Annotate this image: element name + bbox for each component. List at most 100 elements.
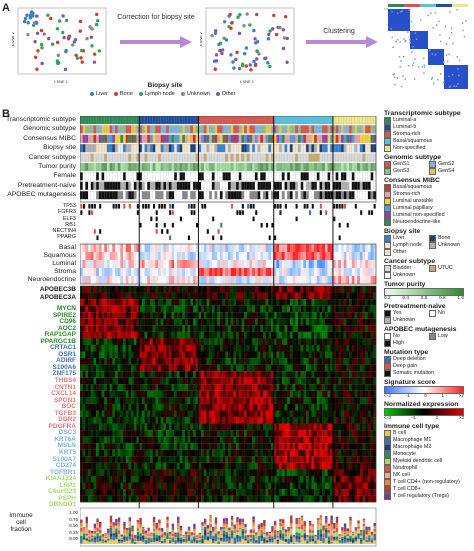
legend-item: Luminal papillary: [384, 205, 474, 212]
tsne-point: [217, 42, 221, 47]
legend-swatch: [384, 272, 391, 279]
correction-label: Correction for biopsy site: [117, 14, 195, 21]
legend-swatch: [384, 212, 391, 219]
legend-item: T cell regulatory (Tregs): [384, 493, 474, 500]
tsne-point: [61, 30, 65, 35]
legend-swatch: [384, 363, 391, 370]
tsne-point: [23, 16, 28, 21]
legend-pretreat: Yes No Unknown: [384, 310, 474, 324]
row-label: ZNF175: [52, 370, 76, 378]
row-label: Cancer subtype: [28, 153, 76, 161]
gene-row-labels: MYCN SPIRE2 CD96 AOC2 RAP1GAP PPARGC1B CRTAC1 O…: [0, 305, 76, 508]
tsne-point: [281, 28, 285, 32]
cluster-bar: [400, 4, 404, 7]
cluster-bar: [388, 4, 392, 7]
tsne-point: [61, 14, 65, 18]
legend-item: GenS2: [429, 161, 474, 168]
tsne-point: [64, 18, 69, 23]
row-label: S100A7: [52, 455, 77, 463]
cluster-bar: [436, 4, 440, 7]
legend-item: Deep deletion: [384, 356, 474, 363]
scale-tick: <-2: [384, 394, 392, 399]
tsne1-x-label: t-SNE 1: [54, 79, 69, 84]
cluster-bar: [396, 4, 400, 7]
scale-tick: 0.8: [438, 296, 446, 301]
legend-dot: [138, 92, 143, 96]
tsne-point: [213, 67, 217, 71]
tsne-point: [79, 48, 84, 53]
legend-transcriptomic: Luminal-a Luminal-b Stroma-rich Basal/squam…: [384, 117, 474, 152]
row-label: CD274: [55, 462, 76, 470]
immune-fraction-label: Immune cell fraction: [9, 512, 33, 533]
scale-tick: 1.0: [457, 296, 464, 301]
legend-item: Monocyte: [384, 451, 474, 458]
tsne-point: [229, 26, 233, 31]
biopsy-legend-title: Biopsy site: [147, 82, 183, 89]
tsne-point: [50, 42, 55, 46]
legend-item: No: [429, 310, 474, 317]
legend-purity-scale: 0.2 0.4 0.6 0.8 1.0: [384, 288, 474, 301]
row-label: APOBEC3B: [39, 286, 76, 293]
tsne-point: [274, 32, 279, 37]
tsne-point: [63, 67, 68, 72]
tsne-point: [40, 46, 44, 50]
legend-dot: [180, 92, 185, 96]
legend-dot: [90, 92, 94, 96]
tsne-point: [282, 36, 287, 40]
color-scale-bar: [384, 408, 464, 416]
legend-swatch: [384, 235, 391, 242]
tsne-point: [230, 21, 234, 25]
legend-title: Consensus MIBC: [384, 177, 440, 184]
tsne-point: [36, 49, 40, 53]
row-label: MSLN: [57, 442, 76, 450]
row-label: DBNDD1: [48, 501, 76, 509]
tsne-point: [80, 60, 84, 64]
cluster-bar: [440, 4, 444, 7]
row-label: CRTAC1: [50, 344, 76, 352]
row-label: RAP1GAP: [44, 331, 76, 339]
row-label: Transcriptomic subtype: [5, 116, 76, 123]
tsne-point: [214, 53, 219, 57]
legend-swatch: [384, 265, 391, 272]
row-label: KRT6A: [54, 435, 76, 443]
row-label: Pretreatment-naïve: [17, 181, 76, 189]
tsne-y-label: t-SNE 2: [200, 31, 203, 46]
cluster-bar: [464, 4, 468, 7]
tsne-point: [93, 52, 97, 56]
legend-swatch: [384, 184, 391, 191]
panel-b-label: B: [2, 108, 10, 120]
cluster-block: [388, 9, 410, 31]
tsne-point: [25, 13, 29, 17]
tsne-point: [26, 32, 30, 37]
legend-mutation: Deep deletion Deep gain Somatic mutation: [384, 356, 474, 377]
tsne-point: [214, 29, 218, 33]
cluster-bar: [460, 4, 464, 7]
legend-signature-scale: <-2 -1 0 1 >2: [384, 386, 474, 399]
tsne-point: [240, 63, 245, 68]
row-label: RB1: [65, 221, 76, 228]
clustering-label: Clustering: [323, 28, 355, 35]
tsne-point: [92, 60, 97, 64]
tsne-point: [64, 48, 68, 53]
legend-title: Mutation type: [384, 349, 429, 356]
legend-swatch: [384, 138, 391, 145]
legend-swatch: [384, 131, 391, 138]
legend-item: Luminal unstable: [384, 198, 474, 205]
tsne-point: [66, 37, 71, 41]
legend-swatch: [429, 265, 436, 272]
legend-biopsy: Liver Bone Lymph node Unknown Other: [384, 235, 474, 256]
legend-title: Normalized expression: [384, 401, 459, 408]
legend-item: GenS3: [384, 168, 429, 175]
row-label: ELF3: [62, 215, 76, 222]
biopsy-legend: Liver Bone Lymph node Unknown Other: [90, 91, 236, 97]
tsne-point: [242, 51, 247, 56]
legend-title: Immune cell type: [384, 423, 440, 430]
legend-swatch: [384, 430, 391, 437]
legend-swatch: [384, 493, 391, 500]
tsne-point: [252, 59, 256, 64]
tsne-point: [236, 15, 240, 19]
cluster-block: [444, 65, 468, 89]
clustering-arrow: [306, 36, 378, 48]
tsne-point: [255, 57, 259, 61]
legend-item: UTUC: [429, 265, 474, 272]
